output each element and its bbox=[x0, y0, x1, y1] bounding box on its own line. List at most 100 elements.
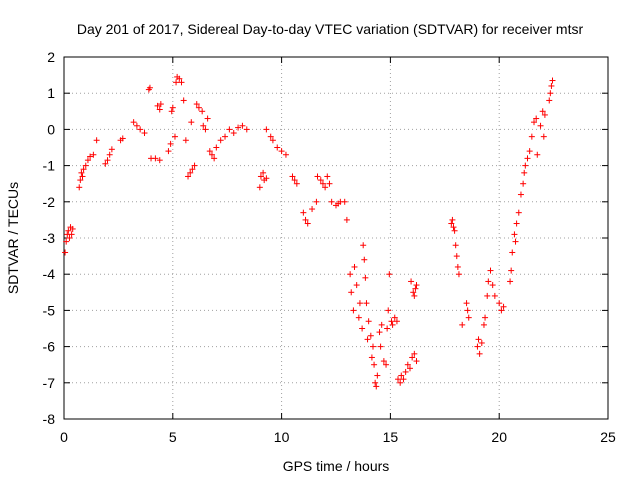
data-point bbox=[475, 336, 482, 343]
data-point bbox=[167, 140, 174, 147]
data-point bbox=[106, 151, 113, 158]
data-point bbox=[104, 157, 111, 164]
data-point bbox=[90, 151, 97, 158]
data-point bbox=[350, 307, 357, 314]
data-point bbox=[302, 216, 309, 223]
data-point bbox=[485, 278, 492, 285]
data-point bbox=[356, 300, 363, 307]
data-point bbox=[454, 263, 461, 270]
data-point bbox=[168, 108, 175, 115]
data-point bbox=[463, 300, 470, 307]
data-point bbox=[487, 267, 494, 274]
data-point bbox=[459, 321, 466, 328]
data-point bbox=[362, 274, 369, 281]
data-point bbox=[341, 198, 348, 205]
data-point bbox=[367, 332, 374, 339]
data-point bbox=[526, 148, 533, 155]
data-point bbox=[371, 361, 378, 368]
data-point bbox=[512, 238, 519, 245]
data-point bbox=[176, 75, 183, 82]
y-tick-label: -8 bbox=[43, 411, 56, 427]
data-point bbox=[412, 285, 419, 292]
data-point bbox=[540, 133, 547, 140]
data-point bbox=[79, 173, 86, 180]
data-point bbox=[450, 224, 457, 231]
data-point bbox=[500, 303, 507, 310]
data-point bbox=[65, 227, 72, 234]
data-point bbox=[206, 148, 213, 155]
data-point bbox=[464, 307, 471, 314]
data-point bbox=[199, 108, 206, 115]
data-point bbox=[157, 101, 164, 108]
data-point bbox=[520, 180, 527, 187]
data-point bbox=[391, 314, 398, 321]
data-point bbox=[524, 155, 531, 162]
grid bbox=[64, 57, 608, 419]
data-point bbox=[256, 184, 263, 191]
data-point bbox=[484, 292, 491, 299]
data-point bbox=[165, 148, 172, 155]
data-point bbox=[548, 82, 555, 89]
y-tick-label: -1 bbox=[43, 158, 56, 174]
data-point bbox=[189, 166, 196, 173]
data-point bbox=[413, 282, 420, 289]
data-point bbox=[515, 209, 522, 216]
data-point bbox=[393, 318, 400, 325]
y-tick-label: -2 bbox=[43, 194, 56, 210]
y-tick-label: 1 bbox=[47, 85, 55, 101]
data-point bbox=[397, 379, 404, 386]
y-axis-label: SDTVAR / TECUs bbox=[5, 182, 21, 294]
data-point bbox=[539, 108, 546, 115]
data-point bbox=[389, 321, 396, 328]
data-point bbox=[317, 177, 324, 184]
data-point bbox=[119, 135, 126, 142]
y-tick-label: 0 bbox=[47, 121, 55, 137]
data-point bbox=[533, 115, 540, 122]
data-point bbox=[267, 133, 274, 140]
data-point bbox=[300, 209, 307, 216]
data-point bbox=[269, 137, 276, 144]
x-tick-label: 15 bbox=[383, 429, 399, 445]
data-point bbox=[449, 216, 456, 223]
data-point bbox=[263, 175, 270, 182]
data-point bbox=[309, 206, 316, 213]
y-tick-label: 2 bbox=[47, 49, 55, 65]
data-point bbox=[541, 111, 548, 118]
data-point bbox=[384, 325, 391, 332]
data-point bbox=[482, 314, 489, 321]
data-point bbox=[169, 104, 176, 111]
data-point bbox=[355, 314, 362, 321]
data-point bbox=[76, 184, 83, 191]
x-tick-label: 25 bbox=[600, 429, 616, 445]
y-tick-label: -6 bbox=[43, 339, 56, 355]
data-point bbox=[378, 321, 385, 328]
data-point bbox=[474, 343, 481, 350]
data-point bbox=[534, 151, 541, 158]
data-point bbox=[380, 358, 387, 365]
data-point bbox=[102, 160, 109, 167]
data-point bbox=[289, 173, 296, 180]
data-point bbox=[187, 169, 194, 176]
data-point bbox=[476, 350, 483, 357]
data-point bbox=[278, 148, 285, 155]
data-point bbox=[537, 122, 544, 129]
data-point bbox=[200, 122, 207, 129]
data-point bbox=[363, 300, 370, 307]
data-point bbox=[226, 126, 233, 133]
y-tick-label: -5 bbox=[43, 302, 56, 318]
data-point bbox=[496, 300, 503, 307]
data-point bbox=[328, 198, 335, 205]
data-point bbox=[528, 133, 535, 140]
y-tick-label: -7 bbox=[43, 375, 56, 391]
data-point bbox=[68, 231, 75, 238]
y-tick-label: -4 bbox=[43, 266, 56, 282]
data-point bbox=[235, 124, 242, 131]
data-point bbox=[314, 173, 321, 180]
data-point bbox=[360, 242, 367, 249]
data-point bbox=[182, 137, 189, 144]
data-point bbox=[398, 372, 405, 379]
data-point bbox=[152, 155, 159, 162]
chart-title: Day 201 of 2017, Sidereal Day-to-day VTE… bbox=[77, 21, 584, 37]
